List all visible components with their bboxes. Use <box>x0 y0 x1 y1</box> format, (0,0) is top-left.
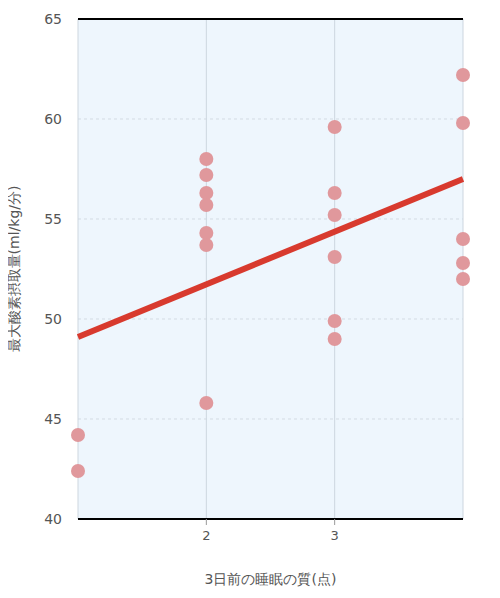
svg-text:55: 55 <box>44 211 62 227</box>
svg-text:50: 50 <box>44 311 62 327</box>
svg-text:3日前の睡眠の質(点): 3日前の睡眠の質(点) <box>205 571 337 587</box>
svg-text:3: 3 <box>331 528 339 543</box>
svg-text:40: 40 <box>44 511 62 527</box>
svg-text:60: 60 <box>44 111 62 127</box>
svg-text:65: 65 <box>44 11 62 27</box>
svg-text:最大酸素摂取量(ml/kg/分): 最大酸素摂取量(ml/kg/分) <box>8 186 22 353</box>
svg-text:45: 45 <box>44 411 62 427</box>
svg-text:2: 2 <box>202 528 210 543</box>
